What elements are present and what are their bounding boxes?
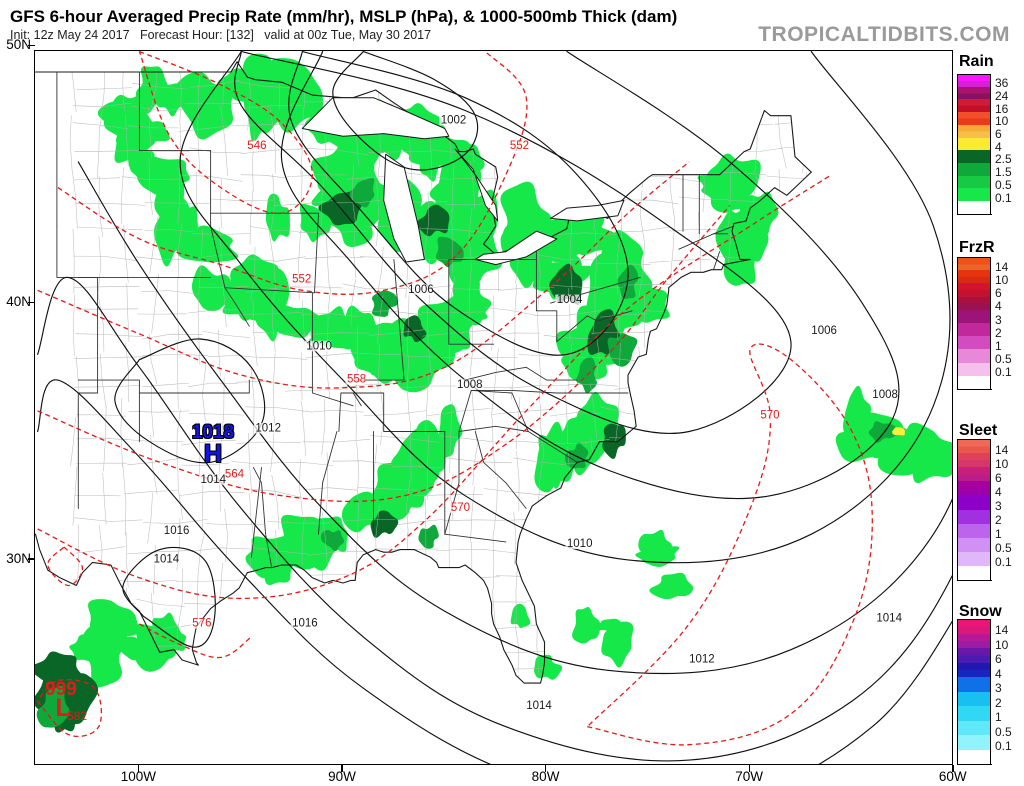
svg-text:1006: 1006 xyxy=(811,325,837,337)
svg-text:1014: 1014 xyxy=(876,613,902,625)
svg-text:552: 552 xyxy=(510,140,529,152)
svg-text:1014: 1014 xyxy=(526,700,552,712)
svg-text:1008: 1008 xyxy=(872,389,898,401)
svg-text:1002: 1002 xyxy=(441,114,467,126)
svg-text:570: 570 xyxy=(760,410,779,422)
svg-text:1006: 1006 xyxy=(408,284,434,296)
svg-text:1004: 1004 xyxy=(557,294,583,306)
svg-text:1016: 1016 xyxy=(292,618,318,630)
svg-text:1012: 1012 xyxy=(689,654,715,666)
svg-text:1012: 1012 xyxy=(255,423,281,435)
svg-text:546: 546 xyxy=(247,140,266,152)
svg-text:570: 570 xyxy=(451,502,470,514)
svg-text:558: 558 xyxy=(347,374,366,386)
svg-text:1010: 1010 xyxy=(306,340,332,352)
svg-text:1016: 1016 xyxy=(164,525,190,537)
svg-text:576: 576 xyxy=(192,618,211,630)
svg-text:1010: 1010 xyxy=(567,538,593,550)
svg-text:564: 564 xyxy=(225,469,245,481)
svg-text:552: 552 xyxy=(292,274,311,286)
svg-text:1008: 1008 xyxy=(457,379,483,391)
svg-text:1014: 1014 xyxy=(201,474,227,486)
svg-text:1014: 1014 xyxy=(154,553,180,565)
